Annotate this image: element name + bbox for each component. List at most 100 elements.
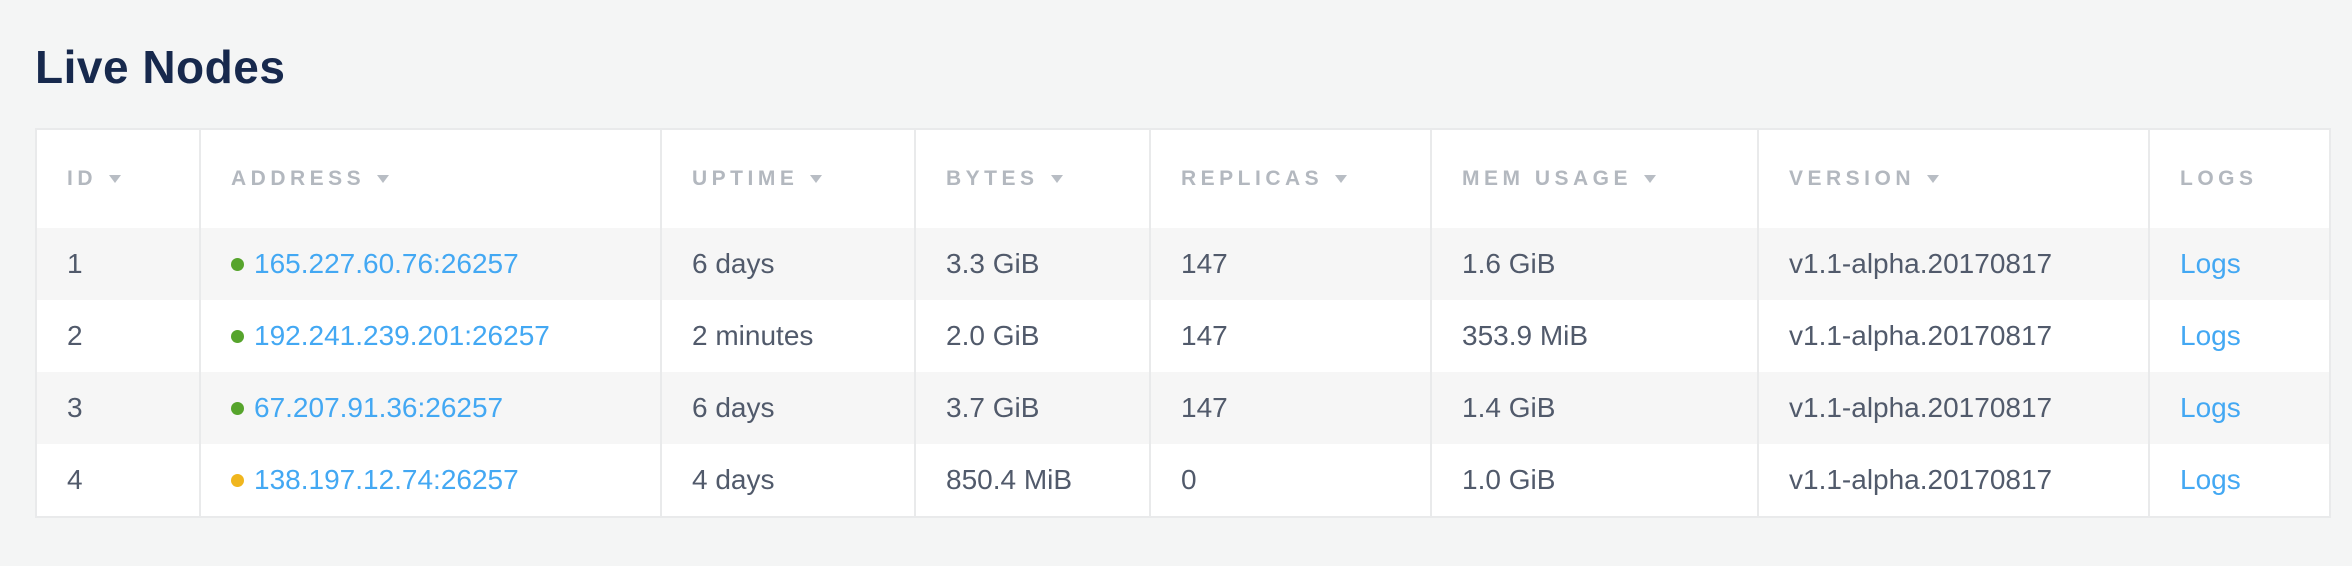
node-bytes: 3.7 GiB [946,392,1040,423]
node-logs-cell: Logs [2150,300,2329,372]
table-header-row: ID ADDRESS UPTIME BYTES REPLICAS MEM USA… [37,130,2329,228]
node-version-cell: v1.1-alpha.20170817 [1759,300,2150,372]
node-mem-usage-cell: 1.0 GiB [1432,444,1759,516]
node-mem-usage-cell: 1.4 GiB [1432,372,1759,444]
node-address-link[interactable]: 192.241.239.201:26257 [254,320,550,351]
column-header-version[interactable]: VERSION [1759,130,2150,228]
column-header-label: ID [67,167,97,190]
node-mem-usage-cell: 353.9 MiB [1432,300,1759,372]
node-uptime-cell: 2 minutes [662,300,916,372]
node-uptime: 6 days [692,392,775,423]
node-uptime-cell: 4 days [662,444,916,516]
node-address-link[interactable]: 138.197.12.74:26257 [254,464,519,495]
node-bytes: 2.0 GiB [946,320,1040,351]
node-mem-usage: 1.6 GiB [1462,248,1556,279]
page-title: Live Nodes [35,41,286,93]
sort-arrow-icon [1335,175,1348,183]
column-header-label: LOGS [2180,167,2258,190]
sort-arrow-icon [377,175,390,183]
sort-arrow-icon [810,175,823,183]
node-id-cell: 4 [37,444,201,516]
node-uptime: 2 minutes [692,320,814,351]
table-header: ID ADDRESS UPTIME BYTES REPLICAS MEM USA… [37,130,2329,228]
node-version-cell: v1.1-alpha.20170817 [1759,228,2150,300]
node-logs-cell: Logs [2150,444,2329,516]
node-address-link[interactable]: 165.227.60.76:26257 [254,248,519,279]
node-bytes-cell: 850.4 MiB [916,444,1151,516]
node-replicas: 147 [1181,392,1228,423]
node-version: v1.1-alpha.20170817 [1789,392,2053,423]
node-version: v1.1-alpha.20170817 [1789,248,2053,279]
node-logs-cell: Logs [2150,372,2329,444]
node-address-cell: 192.241.239.201:26257 [201,300,662,372]
node-mem-usage: 1.0 GiB [1462,464,1556,495]
node-address-cell: 165.227.60.76:26257 [201,228,662,300]
sort-arrow-icon [1050,175,1063,183]
sort-arrow-icon [1927,175,1940,183]
node-replicas: 147 [1181,248,1228,279]
node-uptime: 4 days [692,464,775,495]
node-bytes: 3.3 GiB [946,248,1040,279]
column-header-label: REPLICAS [1181,167,1324,190]
column-header-label: BYTES [946,167,1039,190]
live-nodes-page: Live Nodes ID ADDRESS UPTIME BYTES REPLI… [35,41,2331,518]
node-status-dot-icon [231,329,244,343]
node-mem-usage: 1.4 GiB [1462,392,1556,423]
node-address-cell: 138.197.12.74:26257 [201,444,662,516]
node-logs-link[interactable]: Logs [2180,392,2241,423]
column-header-mem-usage[interactable]: MEM USAGE [1432,130,1759,228]
column-header-logs[interactable]: LOGS [2150,130,2329,228]
node-replicas-cell: 0 [1151,444,1432,516]
node-bytes-cell: 3.3 GiB [916,228,1151,300]
node-id: 2 [67,320,83,351]
table-row: 3 67.207.91.36:26257 6 days 3.7 GiB 147 … [37,372,2329,444]
node-logs-link[interactable]: Logs [2180,320,2241,351]
node-id: 1 [67,248,83,279]
node-version: v1.1-alpha.20170817 [1789,464,2053,495]
node-status-dot-icon [231,473,244,487]
node-replicas: 0 [1181,464,1197,495]
node-id-cell: 2 [37,300,201,372]
node-replicas-cell: 147 [1151,372,1432,444]
column-header-id[interactable]: ID [37,130,201,228]
sort-arrow-icon [109,175,121,183]
node-replicas-cell: 147 [1151,228,1432,300]
node-mem-usage: 353.9 MiB [1462,320,1589,351]
node-version: v1.1-alpha.20170817 [1789,320,2053,351]
node-bytes-cell: 2.0 GiB [916,300,1151,372]
column-header-replicas[interactable]: REPLICAS [1151,130,1432,228]
node-bytes: 850.4 MiB [946,464,1073,495]
node-replicas-cell: 147 [1151,300,1432,372]
column-header-uptime[interactable]: UPTIME [662,130,916,228]
node-status-dot-icon [231,401,244,415]
node-address-cell: 67.207.91.36:26257 [201,372,662,444]
node-version-cell: v1.1-alpha.20170817 [1759,372,2150,444]
column-header-bytes[interactable]: BYTES [916,130,1151,228]
node-id: 3 [67,392,83,423]
node-uptime: 6 days [692,248,775,279]
table-row: 2 192.241.239.201:26257 2 minutes 2.0 Gi… [37,300,2329,372]
column-header-label: UPTIME [692,167,799,190]
node-logs-link[interactable]: Logs [2180,248,2241,279]
node-bytes-cell: 3.7 GiB [916,372,1151,444]
column-header-label: MEM USAGE [1462,167,1633,190]
node-logs-link[interactable]: Logs [2180,464,2241,495]
sort-arrow-icon [1644,175,1657,183]
node-version-cell: v1.1-alpha.20170817 [1759,444,2150,516]
node-id-cell: 3 [37,372,201,444]
node-id-cell: 1 [37,228,201,300]
column-header-label: VERSION [1789,167,1916,190]
node-logs-cell: Logs [2150,228,2329,300]
node-id: 4 [67,464,83,495]
column-header-label: ADDRESS [231,167,366,190]
column-header-address[interactable]: ADDRESS [201,130,662,228]
table-row: 4 138.197.12.74:26257 4 days 850.4 MiB 0… [37,444,2329,516]
table-body: 1 165.227.60.76:26257 6 days 3.3 GiB 147… [37,228,2329,516]
node-uptime-cell: 6 days [662,372,916,444]
node-address-link[interactable]: 67.207.91.36:26257 [254,392,504,423]
node-uptime-cell: 6 days [662,228,916,300]
node-status-dot-icon [231,257,244,271]
node-replicas: 147 [1181,320,1228,351]
live-nodes-table: ID ADDRESS UPTIME BYTES REPLICAS MEM USA… [35,128,2331,518]
table-row: 1 165.227.60.76:26257 6 days 3.3 GiB 147… [37,228,2329,300]
